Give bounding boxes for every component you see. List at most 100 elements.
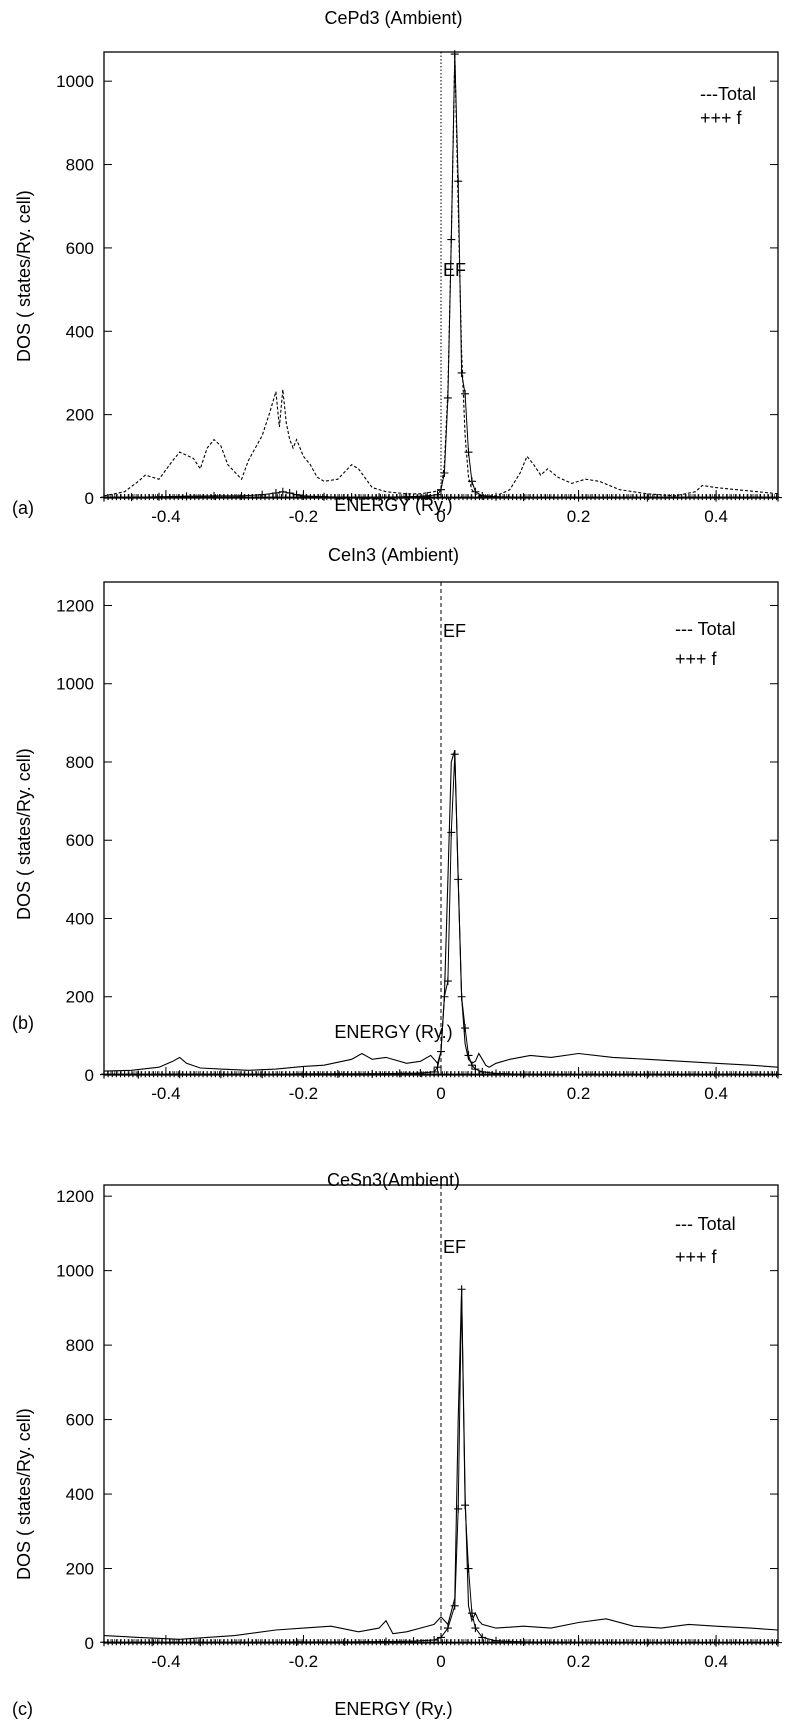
x-tick-label: 0.4 [704, 1652, 728, 1671]
legend-entry: --- Total [675, 619, 736, 639]
panel-b: CeIn3 (Ambient) 0 200 400 600 800 1000 1200 -0.… [0, 545, 787, 1125]
x-tick-label: 0 [436, 1652, 445, 1671]
y-tick-label: 200 [66, 406, 94, 425]
y-tick-label: 0 [85, 489, 94, 508]
panel-c: CeSn3(Ambient) 0 200 400 600 800 1000 1200 -0.4… [0, 1125, 787, 1725]
series-f-point [467, 477, 476, 486]
series-f-point [454, 1504, 463, 1513]
y-axis-label: DOS ( states/Ry. cell) [14, 748, 34, 920]
series-f-point [461, 1501, 470, 1510]
series-f-point [461, 1024, 470, 1033]
y-tick-label: 600 [66, 1411, 94, 1430]
series-f-point [450, 50, 459, 59]
y-axis-label: DOS ( states/Ry. cell) [14, 190, 34, 362]
series-total-line [103, 1289, 779, 1640]
x-tick-label: -0.2 [289, 1084, 318, 1103]
series-f-point [471, 1624, 480, 1633]
y-tick-label: 1000 [56, 72, 94, 91]
series-f-point [478, 1633, 487, 1642]
series-f-point [467, 1061, 476, 1070]
series-f-point [278, 487, 287, 496]
y-tick-label: 400 [66, 322, 94, 341]
x-axis-label: ENERGY (Ry.) [334, 1022, 453, 1042]
y-tick-label: 1000 [56, 675, 94, 694]
series-f-point [464, 1564, 473, 1573]
x-tick-label: 0.2 [567, 1084, 591, 1103]
series-f [100, 1285, 782, 1647]
series-f-point [461, 389, 470, 398]
chart-title: CeIn3 (Ambient) [327, 545, 460, 565]
panel-label: (b) [12, 1013, 34, 1033]
series-f-point [773, 1071, 780, 1078]
panel-label: (c) [12, 1699, 33, 1719]
series-f-point [454, 875, 463, 884]
series-f-point [437, 1047, 445, 1056]
plot-svg: 0 200 400 600 800 1000 -0.4 -0.2 0 0.2 0.4 EF ---Tot… [56, 50, 782, 526]
panel-label: (a) [12, 498, 34, 518]
series-f-point [437, 1633, 445, 1642]
series-f-point [450, 750, 459, 759]
y-tick-label: 1000 [56, 1262, 94, 1281]
x-tick-label: 0 [436, 507, 445, 526]
y-tick-label: 200 [66, 1560, 94, 1579]
series-f-point [450, 1601, 459, 1610]
series-f-point [467, 1609, 476, 1618]
series-f-point [773, 494, 780, 501]
series-f-point [433, 1063, 442, 1072]
series-total-line [103, 750, 779, 1072]
y-tick-label: 600 [66, 831, 94, 850]
legend-entry: ---Total [700, 84, 756, 104]
legend-entry: --- Total [675, 1214, 736, 1234]
y-tick-label: 800 [66, 1336, 94, 1355]
series-f-point [464, 448, 473, 457]
series-f-point [454, 177, 463, 186]
x-tick-label: -0.2 [289, 1652, 318, 1671]
fermi-level-label: EF [443, 1237, 466, 1257]
legend-entry: +++ f [675, 1247, 718, 1267]
fermi-level-label: EF [443, 621, 466, 641]
series-f-point [437, 485, 445, 494]
x-tick-label: 0.4 [704, 507, 728, 526]
series-total-line [103, 54, 779, 497]
series-f-point [457, 1285, 466, 1294]
legend-entry: +++ f [675, 649, 718, 669]
series-f-point [447, 235, 456, 244]
chart-title: CePd3 (Ambient) [324, 8, 463, 28]
y-tick-label: 400 [66, 909, 94, 928]
series-f-point [440, 468, 449, 477]
x-tick-label: 0.4 [704, 1084, 728, 1103]
series-f-point [457, 992, 466, 1001]
x-tick-label: -0.4 [151, 1084, 180, 1103]
series-f-point [457, 368, 466, 377]
x-tick-label: 0.2 [567, 1652, 591, 1671]
y-tick-label: 0 [85, 1634, 94, 1653]
series-f-point [271, 488, 280, 497]
y-tick-label: 800 [66, 156, 94, 175]
y-tick-label: 0 [85, 1066, 94, 1085]
y-tick-label: 1200 [56, 1187, 94, 1206]
y-tick-label: 200 [66, 988, 94, 1007]
series-f-point [443, 977, 452, 986]
x-axis-label: ENERGY (Ry.) [334, 1699, 453, 1719]
x-tick-label: 0 [436, 1084, 445, 1103]
series-f [100, 50, 782, 502]
series-f-point [443, 393, 452, 402]
series-f-point [447, 828, 456, 837]
plot-svg: 0 200 400 600 800 1000 1200 -0.4 -0.2 0 0.2 0.4 EF --… [56, 1184, 782, 1671]
x-tick-label: -0.4 [151, 507, 180, 526]
panel-a: CePd3 (Ambient) 0 200 400 600 800 1000 -0.4 -0.… [0, 0, 787, 545]
series-f-point [443, 1624, 452, 1633]
y-tick-label: 800 [66, 753, 94, 772]
series-f-point [464, 1051, 473, 1060]
series-f [100, 750, 782, 1079]
series-f-point [773, 1639, 780, 1646]
x-tick-label: -0.2 [289, 507, 318, 526]
fermi-level-label: EF [443, 260, 466, 280]
plot-svg: 0 200 400 600 800 1000 1200 -0.4 -0.2 0 0.2 0.4 EF --… [56, 581, 782, 1103]
y-tick-label: 1200 [56, 596, 94, 615]
y-tick-label: 400 [66, 1485, 94, 1504]
legend-entry: +++ f [700, 108, 743, 128]
x-axis-label: ENERGY (Ry.) [334, 495, 453, 515]
y-axis-label: DOS ( states/Ry. cell) [14, 1408, 34, 1580]
y-tick-label: 600 [66, 239, 94, 258]
